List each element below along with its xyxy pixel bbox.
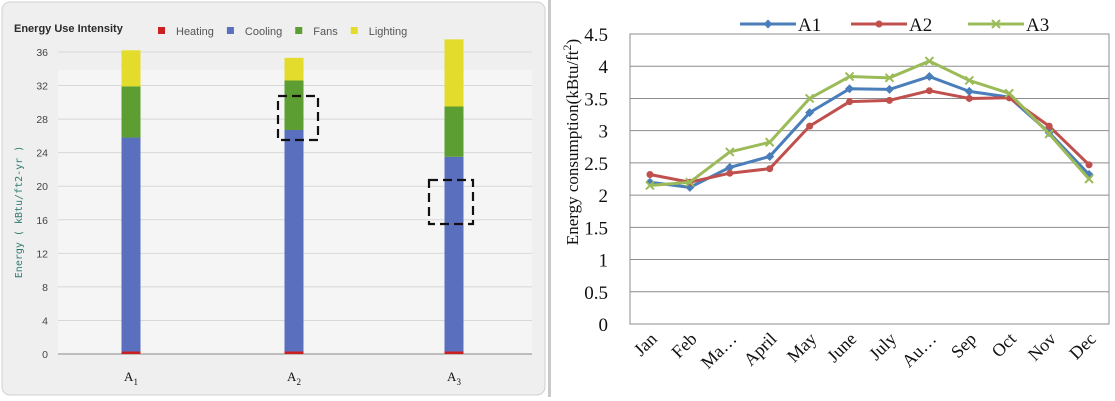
y-tick-label: 4 [42, 315, 48, 327]
y-tick-label: 16 [36, 215, 48, 227]
highlight-box-a3 [427, 178, 475, 226]
data-point-a3 [1044, 129, 1054, 139]
y-tick-label: 4.5 [584, 25, 608, 46]
y-tick-label: 3 [599, 122, 609, 143]
data-point-a1 [884, 84, 894, 94]
y-tick-label: 2 [599, 186, 609, 207]
y-tick-label: 1 [599, 251, 609, 272]
bar-segment-heating [444, 351, 464, 354]
data-point-a3 [884, 73, 895, 83]
data-point-a1 [964, 86, 974, 96]
bar-segment-heating [121, 351, 141, 354]
data-point-a1 [924, 72, 934, 82]
stacked-bar-chart: Energy Use Intensity Heating Cooling Fans Li… [1, 1, 546, 396]
line-chart-panel: 0 0.5 1 1.5 2 2.5 3 3.5 4 4.5 Energy consumption(k… [551, 0, 1115, 397]
legend-marker [875, 20, 883, 28]
chart-title: Energy Use Intensity [14, 23, 124, 35]
y-tick-label: 3.5 [584, 89, 608, 110]
y-tick-label: 32 [36, 81, 48, 93]
data-point-a2 [846, 98, 854, 106]
data-point-a3 [844, 71, 855, 82]
data-point-a3 [1084, 174, 1094, 184]
legend-marker [763, 19, 773, 29]
legend-label: Cooling [245, 26, 282, 38]
legend-marker [991, 19, 1001, 29]
data-point-a2 [885, 96, 893, 104]
legend-label: A3 [1026, 15, 1049, 36]
stacked-bar-chart-panel: Energy Use Intensity Heating Cooling Fans Li… [0, 0, 548, 397]
data-point-a2 [925, 87, 933, 95]
data-point-a2 [965, 94, 973, 102]
data-point-a3 [725, 147, 735, 157]
bar-segment-cooling [121, 137, 141, 352]
data-point-a3 [964, 75, 974, 86]
y-tick-label: 0.5 [584, 283, 608, 304]
legend-label: A2 [909, 15, 932, 36]
data-point-a3 [765, 137, 775, 147]
y-tick-label: 2.5 [584, 154, 608, 175]
legend-swatch [226, 27, 234, 34]
bar-segment-fans [284, 80, 304, 130]
bar-segment-lighting [121, 50, 141, 87]
data-point-a2 [726, 169, 734, 177]
bar-segment-fans [121, 86, 141, 138]
legend-label: Heating [176, 26, 214, 38]
legend-label: A1 [798, 15, 821, 36]
series-line-a3 [649, 59, 1091, 187]
y-tick-label: 0 [42, 349, 48, 361]
y-tick-label: 24 [36, 148, 48, 160]
bar-segment-lighting [284, 57, 304, 81]
data-point-a3 [1004, 88, 1014, 98]
data-point-a2 [766, 165, 774, 173]
data-point-a3 [645, 180, 655, 191]
data-point-a2 [1085, 161, 1093, 169]
y-tick-label: 36 [36, 47, 48, 59]
y-tick-label: 8 [42, 282, 48, 294]
x-tick-label: A1 [124, 369, 138, 387]
data-point-a3 [804, 93, 815, 104]
data-point-a3 [685, 177, 695, 187]
y-tick-label: 20 [36, 181, 48, 193]
data-point-a2 [646, 170, 654, 178]
x-tick-label: A3 [447, 369, 461, 387]
y-tick-label: 28 [36, 114, 48, 126]
y-axis-label: Energy consumption(kBtu/ft2) [560, 39, 582, 245]
y-tick-label: 1.5 [584, 218, 608, 239]
bar-segment-fans [444, 106, 464, 157]
bar-segment-cooling [284, 129, 304, 352]
legend-swatch [158, 27, 165, 34]
y-tick-label: 12 [36, 248, 48, 260]
y-tick-label: 0 [599, 315, 609, 336]
bar-segment-cooling [444, 156, 464, 352]
series-line-a2 [649, 89, 1091, 184]
bar-segment-heating [284, 351, 304, 354]
x-tick-label: A2 [287, 369, 301, 387]
data-point-a1 [805, 108, 815, 118]
legend-swatch [295, 27, 303, 34]
legend-swatch [350, 27, 358, 34]
bar-segment-lighting [444, 39, 464, 107]
data-point-a2 [1045, 122, 1053, 130]
y-axis-label: Energy ( kBtu/ft2-yr ) [14, 146, 25, 278]
y-tick-label: 4 [599, 57, 609, 78]
panel-divider [548, 0, 551, 397]
data-point-a3 [924, 56, 935, 66]
legend-label: Fans [313, 26, 338, 38]
data-point-a1 [845, 84, 855, 94]
data-point-a2 [806, 122, 814, 130]
legend-label: Lighting [369, 26, 408, 38]
highlight-box-a2 [276, 94, 320, 142]
data-point-a1 [765, 151, 775, 161]
data-point-a1 [725, 162, 735, 172]
